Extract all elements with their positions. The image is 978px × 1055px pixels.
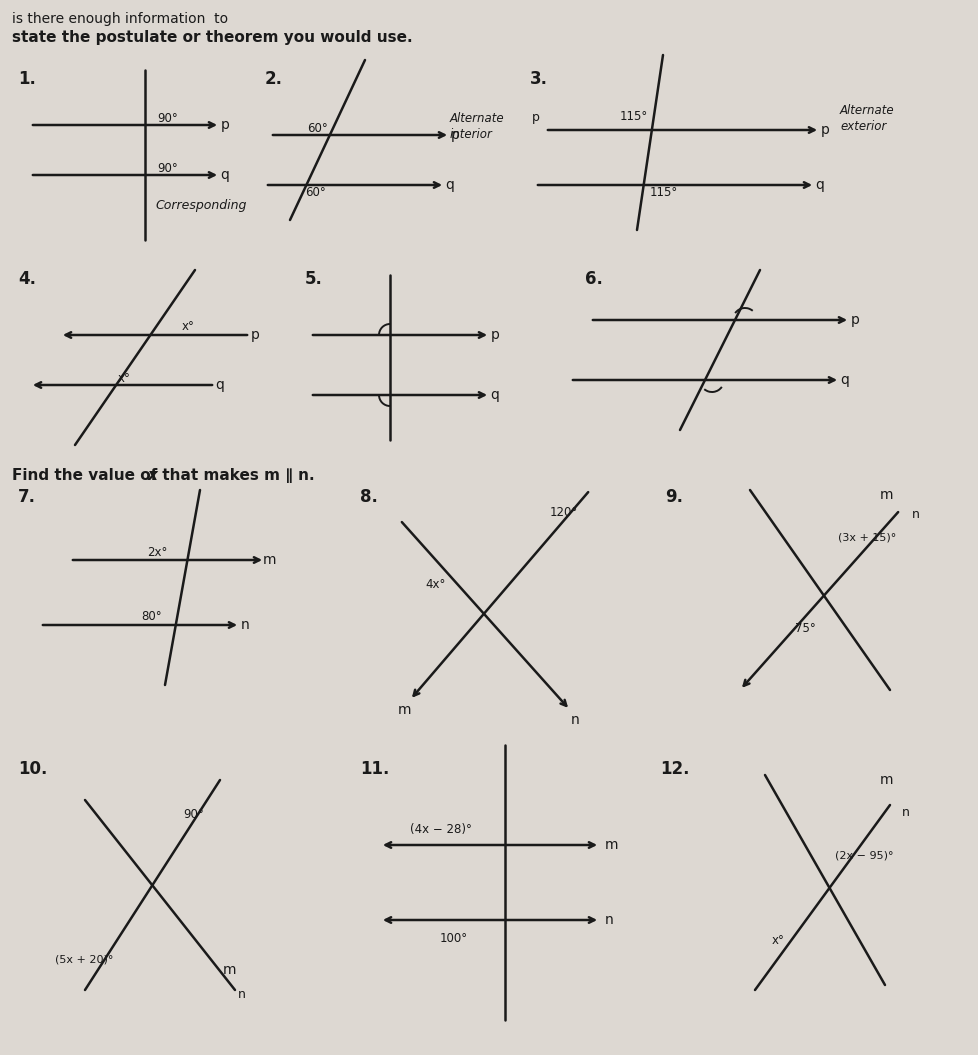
Text: x°: x°	[182, 321, 195, 333]
Text: 80°: 80°	[141, 611, 161, 624]
Text: Find the value of: Find the value of	[12, 468, 162, 483]
Text: x°: x°	[771, 934, 783, 946]
Text: x: x	[148, 468, 157, 483]
Text: 8.: 8.	[360, 488, 378, 506]
Text: n: n	[570, 713, 579, 727]
Text: 9.: 9.	[664, 488, 683, 506]
Text: (3x + 15)°: (3x + 15)°	[837, 533, 895, 543]
Text: Alternate: Alternate	[450, 112, 504, 124]
Text: q: q	[840, 373, 849, 387]
Text: 115°: 115°	[649, 187, 678, 199]
Text: interior: interior	[450, 128, 492, 140]
Text: n: n	[901, 806, 909, 819]
Text: 90°: 90°	[183, 808, 203, 822]
Text: p: p	[250, 328, 259, 342]
Text: exterior: exterior	[839, 119, 885, 133]
Text: q: q	[815, 178, 823, 192]
Text: 2.: 2.	[265, 70, 283, 88]
Text: 75°: 75°	[794, 621, 815, 634]
Text: 3.: 3.	[529, 70, 548, 88]
Text: p: p	[490, 328, 499, 342]
Text: n: n	[604, 913, 613, 927]
Text: n: n	[911, 509, 919, 521]
Text: n: n	[238, 989, 245, 1001]
Text: (2x − 95)°: (2x − 95)°	[834, 850, 893, 860]
Text: that makes m ∥ n.: that makes m ∥ n.	[156, 468, 314, 483]
Text: 100°: 100°	[439, 932, 467, 944]
Text: p: p	[531, 112, 539, 124]
Text: q: q	[215, 378, 224, 392]
Text: 10.: 10.	[18, 760, 47, 778]
Text: 11.: 11.	[360, 760, 389, 778]
Text: 120°: 120°	[550, 505, 578, 518]
Text: m: m	[879, 773, 893, 787]
Text: 6.: 6.	[585, 270, 602, 288]
Text: 5.: 5.	[305, 270, 323, 288]
Text: 4.: 4.	[18, 270, 36, 288]
Text: 115°: 115°	[619, 110, 647, 122]
Text: is there enough information  to: is there enough information to	[12, 12, 228, 26]
Text: p: p	[450, 128, 459, 142]
Text: 12.: 12.	[659, 760, 689, 778]
Text: 90°: 90°	[156, 112, 178, 124]
Text: 60°: 60°	[307, 121, 328, 134]
Text: 90°: 90°	[156, 161, 178, 174]
Text: 2x°: 2x°	[148, 545, 168, 558]
Text: (5x + 20)°: (5x + 20)°	[55, 955, 113, 965]
Text: Alternate: Alternate	[839, 103, 894, 116]
Text: n: n	[241, 618, 249, 632]
Text: m: m	[604, 838, 618, 852]
Text: (4x − 28)°: (4x − 28)°	[410, 824, 471, 837]
Text: q: q	[445, 178, 454, 192]
Text: Corresponding: Corresponding	[155, 198, 246, 211]
Text: q: q	[490, 388, 499, 402]
Text: 7.: 7.	[18, 488, 36, 506]
Text: 4x°: 4x°	[424, 578, 445, 592]
Text: m: m	[879, 488, 893, 502]
Text: 1.: 1.	[18, 70, 36, 88]
Text: p: p	[850, 313, 859, 327]
Text: m: m	[398, 703, 412, 717]
Text: p: p	[820, 123, 828, 137]
Text: x°: x°	[118, 371, 131, 384]
Text: p: p	[220, 118, 229, 132]
Text: state the postulate or theorem you would use.: state the postulate or theorem you would…	[12, 30, 412, 45]
Text: q: q	[220, 168, 229, 183]
Text: m: m	[263, 553, 277, 567]
Text: 60°: 60°	[305, 186, 326, 198]
Text: m: m	[223, 963, 237, 977]
